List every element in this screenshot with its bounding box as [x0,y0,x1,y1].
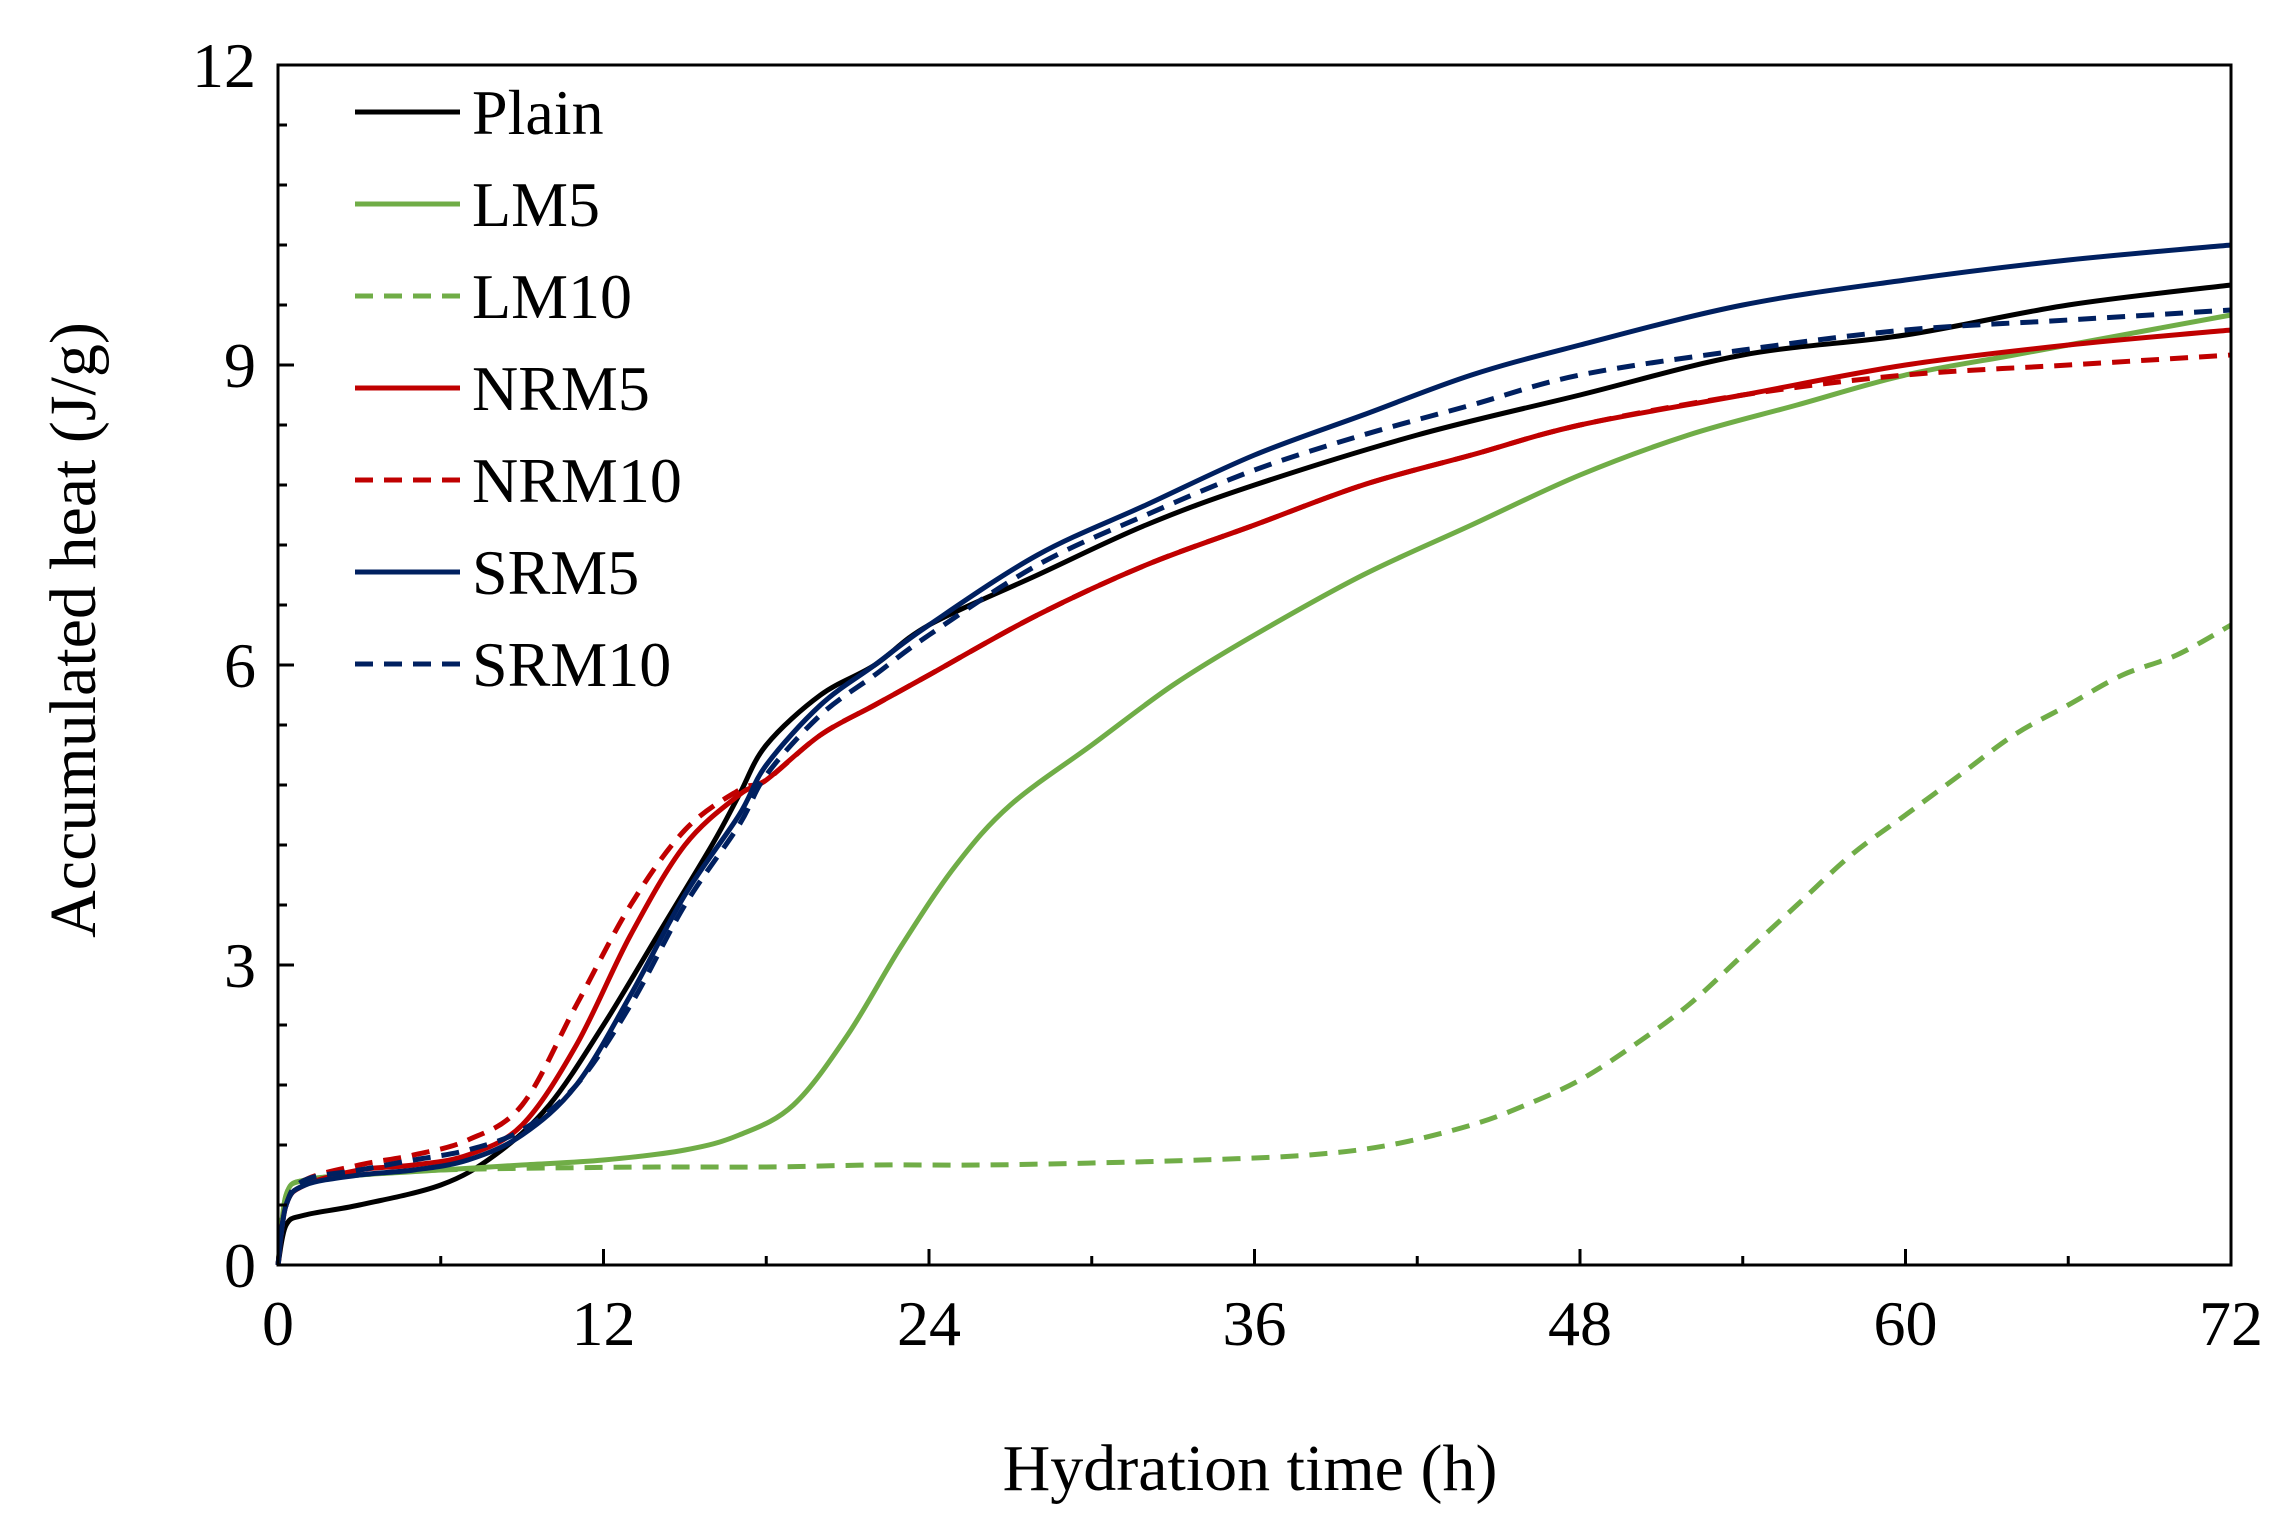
y-tick-label: 9 [224,330,256,401]
x-tick-label: 36 [1223,1288,1287,1359]
legend-label-nrm10: NRM10 [472,445,682,516]
x-tick-label: 60 [1874,1288,1938,1359]
legend: Plain LM5 LM10 NRM5 NRM10 SRM5 SRM10 [355,77,682,700]
plot-area [275,242,2233,1266]
y-axis-title: Accumulated heat (J/g) [37,322,110,938]
y-tick-label: 6 [224,630,256,701]
series-line-lm10 [275,622,2233,1266]
x-tick-label: 12 [572,1288,636,1359]
x-tick-label: 48 [1548,1288,1612,1359]
legend-label-srm5: SRM5 [472,537,639,608]
y-tick-label: 0 [224,1230,256,1301]
series-line-nrm10 [275,352,2232,1266]
legend-label-lm10: LM10 [472,261,632,332]
series-line-srm5 [275,242,2232,1266]
legend-label-lm5: LM5 [472,169,600,240]
x-tick-label: 24 [897,1288,961,1359]
y-tick-label: 3 [224,930,256,1001]
x-tick-label: 72 [2199,1288,2263,1359]
y-tick-label: 12 [192,30,256,101]
legend-label-srm10: SRM10 [472,629,671,700]
series-line-lm5 [275,312,2232,1266]
legend-label-plain: Plain [472,77,604,148]
x-tick-label: 0 [262,1288,294,1359]
legend-label-nrm5: NRM5 [472,353,650,424]
series-line-srm10 [275,307,2232,1266]
x-axis-title: Hydration time (h) [1003,1432,1498,1505]
